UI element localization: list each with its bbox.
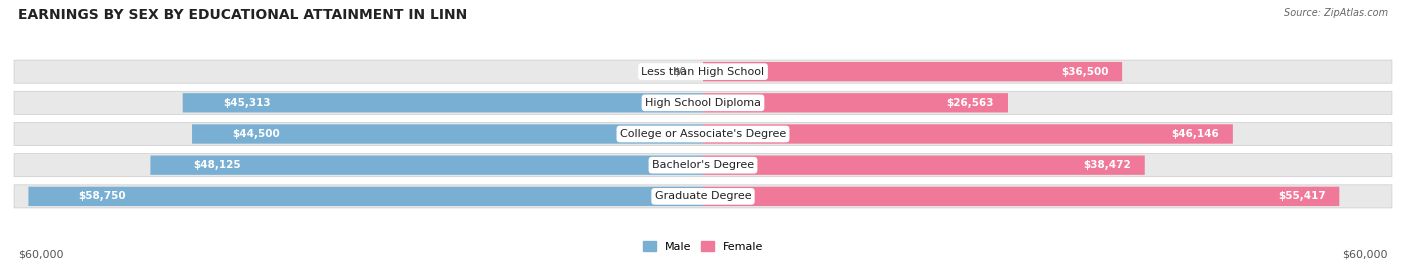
Legend: Male, Female: Male, Female (643, 241, 763, 252)
Text: $36,500: $36,500 (1060, 67, 1108, 77)
Text: $46,146: $46,146 (1171, 129, 1219, 139)
FancyBboxPatch shape (703, 93, 1008, 113)
FancyBboxPatch shape (703, 124, 1233, 144)
Text: $58,750: $58,750 (79, 191, 125, 201)
FancyBboxPatch shape (14, 154, 1392, 177)
Text: $38,472: $38,472 (1083, 160, 1130, 170)
Text: College or Associate's Degree: College or Associate's Degree (620, 129, 786, 139)
Text: $55,417: $55,417 (1278, 191, 1326, 201)
Text: $60,000: $60,000 (1343, 250, 1388, 260)
FancyBboxPatch shape (150, 155, 703, 175)
FancyBboxPatch shape (183, 93, 703, 113)
FancyBboxPatch shape (14, 122, 1392, 146)
FancyBboxPatch shape (703, 187, 1340, 206)
FancyBboxPatch shape (703, 62, 1122, 81)
Text: $0: $0 (672, 67, 686, 77)
Text: $45,313: $45,313 (224, 98, 271, 108)
FancyBboxPatch shape (703, 155, 1144, 175)
FancyBboxPatch shape (28, 187, 703, 206)
Text: $26,563: $26,563 (946, 98, 994, 108)
FancyBboxPatch shape (14, 60, 1392, 83)
Text: Source: ZipAtlas.com: Source: ZipAtlas.com (1284, 8, 1388, 18)
FancyBboxPatch shape (14, 91, 1392, 114)
FancyBboxPatch shape (14, 185, 1392, 208)
Text: Less than High School: Less than High School (641, 67, 765, 77)
Text: High School Diploma: High School Diploma (645, 98, 761, 108)
FancyBboxPatch shape (193, 124, 703, 144)
Text: $44,500: $44,500 (232, 129, 280, 139)
Text: Bachelor's Degree: Bachelor's Degree (652, 160, 754, 170)
Text: $60,000: $60,000 (18, 250, 63, 260)
Text: EARNINGS BY SEX BY EDUCATIONAL ATTAINMENT IN LINN: EARNINGS BY SEX BY EDUCATIONAL ATTAINMEN… (18, 8, 468, 22)
Text: $48,125: $48,125 (193, 160, 240, 170)
Text: Graduate Degree: Graduate Degree (655, 191, 751, 201)
